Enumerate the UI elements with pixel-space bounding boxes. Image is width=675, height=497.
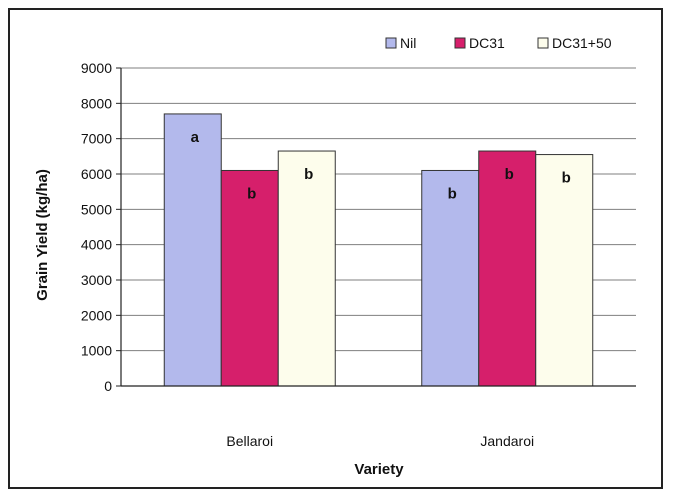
y-tick-label: 1000 — [81, 343, 112, 359]
bar-significance-label: b — [304, 166, 313, 183]
bar-bellaroi-dc31 — [220, 169, 279, 387]
bar-jandaroi-nil — [421, 169, 480, 387]
bar-bellaroi-dc31-50 — [277, 150, 336, 387]
x-category-label: Jandaroi — [480, 433, 534, 449]
axes — [116, 67, 636, 387]
bar-letter-labels: a b b b b b — [191, 129, 571, 203]
y-axis-title: Grain Yield (kg/ha) — [34, 169, 51, 301]
y-tick-label: 5000 — [81, 201, 112, 217]
bar-significance-label: b — [448, 185, 457, 202]
legend-label: DC31 — [469, 35, 505, 51]
legend: Nil DC31 DC31+50 — [385, 35, 612, 51]
x-axis-title: Variety — [354, 461, 404, 478]
bar-significance-label: b — [505, 166, 514, 183]
legend-label: Nil — [400, 35, 416, 51]
legend-swatch — [454, 37, 466, 49]
bar-significance-label: b — [247, 185, 256, 202]
x-category-label: Bellaroi — [226, 433, 273, 449]
bar-bellaroi-nil — [163, 113, 222, 387]
legend-label: DC31+50 — [552, 35, 612, 51]
legend-swatch — [537, 37, 549, 49]
y-tick-label: 4000 — [81, 237, 112, 253]
bar-significance-label: b — [562, 170, 571, 187]
bar-jandaroi-dc31-50 — [535, 154, 594, 387]
tick-labels: 0 1000 2000 3000 4000 5000 6000 7000 8000 9000 Bel… — [81, 60, 534, 449]
y-tick-label: 7000 — [81, 131, 112, 147]
y-tick-label: 0 — [104, 378, 112, 394]
bar-significance-label: a — [191, 129, 200, 146]
legend-swatch — [385, 37, 397, 49]
bars — [163, 113, 594, 387]
bar-jandaroi-dc31 — [478, 150, 537, 387]
y-tick-label: 6000 — [81, 166, 112, 182]
y-tick-label: 2000 — [81, 307, 112, 323]
y-tick-label: 9000 — [81, 60, 112, 76]
y-tick-label: 3000 — [81, 272, 112, 288]
y-tick-label: 8000 — [81, 95, 112, 111]
